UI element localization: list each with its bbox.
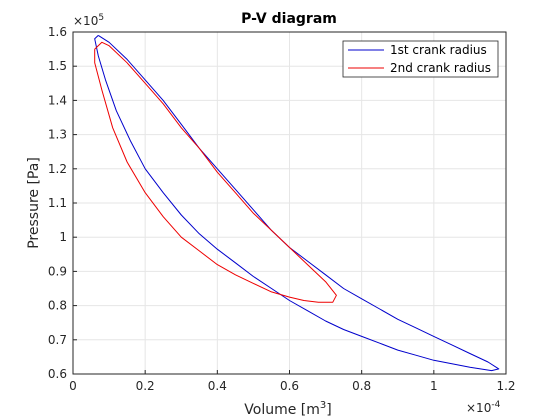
legend-label-1st-crank-radius: 1st crank radius (390, 43, 487, 57)
x-tick-label: 0.6 (280, 379, 299, 393)
series-line-1st-crank-radius (94, 34, 500, 372)
y-tick-label: 1.5 (48, 59, 67, 73)
y-tick-labels: 0.6 0.7 0.8 0.9 1 1.1 1.2 1.3 1.4 1.5 1.6 (48, 25, 67, 381)
x-tick-label: 0.2 (136, 379, 155, 393)
legend-box (342, 40, 499, 78)
x-tick-label: 0.4 (208, 379, 227, 393)
series-line-2nd-crank-radius (94, 41, 337, 303)
x-tick-label: 0.8 (352, 379, 371, 393)
y-tick-label: 1.4 (48, 93, 67, 107)
y-exponent-label: ×105 (73, 13, 104, 28)
y-tick-label: 0.7 (48, 333, 67, 347)
y-tick-label: 0.6 (48, 367, 67, 381)
y-tick-label: 1.1 (48, 196, 67, 210)
x-tick-labels: 0 0.2 0.4 0.6 0.8 1 1.2 (69, 379, 515, 393)
x-tick-label: 0 (69, 379, 77, 393)
y-tick-label: 1.6 (48, 25, 67, 39)
plot-frame (72, 31, 507, 375)
y-tick-label: 1 (59, 230, 67, 244)
series-group (94, 34, 500, 372)
legend: 1st crank radius 2nd crank radius (342, 40, 499, 78)
y-tick-label: 0.8 (48, 299, 67, 313)
x-tick-label: 1 (430, 379, 438, 393)
y-tick-label: 0.9 (48, 264, 67, 278)
y-axis-label: Pressure [Pa] (26, 157, 42, 249)
x-tick-label: 1.2 (496, 379, 515, 393)
x-exponent-label: ×10-4 (466, 400, 501, 415)
chart-title: P-V diagram (241, 11, 337, 27)
y-tick-label: 1.3 (48, 128, 67, 142)
y-tick-label: 1.2 (48, 162, 67, 176)
legend-label-2nd-crank-radius: 2nd crank radius (390, 61, 491, 75)
x-axis-label: Volume [m3] (244, 400, 331, 418)
